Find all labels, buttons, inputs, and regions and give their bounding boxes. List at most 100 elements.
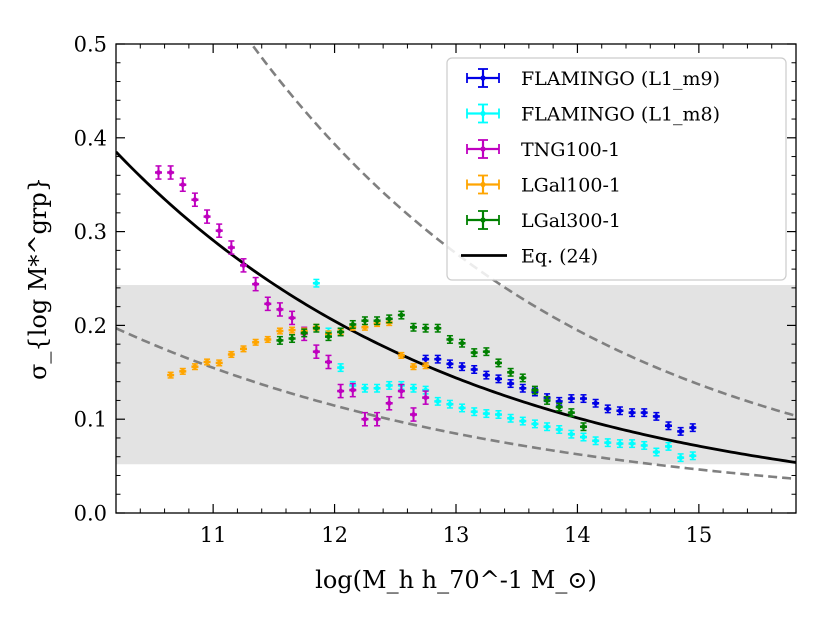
marker-lgal300-1 — [581, 424, 586, 430]
marker-tng100-1 — [326, 359, 331, 365]
curve-eq-24 — [116, 150, 796, 464]
marker-flamingo-l1-m8 — [690, 453, 696, 459]
point-flamingo-l1-m8 — [519, 416, 527, 426]
point-flamingo-l1-m9 — [446, 359, 454, 369]
point-flamingo-l1-m9 — [507, 379, 515, 389]
legend-label: Eq. (24) — [521, 246, 598, 268]
marker-lgal300-1 — [338, 329, 344, 335]
point-lgal300-1 — [373, 316, 381, 326]
marker-lgal300-1 — [289, 336, 295, 341]
marker-flamingo-l1-m8 — [678, 455, 684, 461]
point-flamingo-l1-m8 — [410, 383, 417, 393]
point-lgal300-1 — [337, 327, 345, 337]
point-lgal100-1 — [397, 351, 405, 359]
x-axis-label: log(M_h h_70^-1 M_⊙) — [315, 566, 597, 594]
y-tick-label: 0.1 — [74, 408, 107, 432]
marker-lgal300-1 — [326, 334, 331, 340]
point-lgal300-1 — [288, 334, 296, 344]
marker-tng100-1 — [338, 388, 344, 394]
legend-item: FLAMINGO (L1_m9) — [466, 68, 720, 90]
marker-flamingo-l1-m8 — [496, 412, 501, 417]
x-tick-label: 14 — [564, 523, 591, 547]
legend-swatch-marker — [480, 181, 486, 188]
legend-label: FLAMINGO (L1_m8) — [521, 104, 720, 126]
marker-flamingo-l1-m8 — [374, 385, 380, 391]
marker-tng100-1 — [253, 281, 259, 287]
marker-lgal300-1 — [520, 375, 526, 381]
marker-lgal100-1 — [192, 364, 198, 370]
marker-lgal100-1 — [277, 328, 283, 334]
marker-lgal300-1 — [362, 318, 368, 324]
point-flamingo-l1-m8 — [470, 407, 478, 417]
legend-swatch-marker — [480, 75, 486, 81]
point-lgal100-1 — [167, 371, 175, 379]
point-flamingo-l1-m8 — [434, 396, 442, 406]
point-tng100-1 — [215, 223, 223, 238]
point-tng100-1 — [349, 382, 357, 398]
point-tng100-1 — [312, 344, 320, 359]
point-flamingo-l1-m9 — [580, 394, 587, 404]
point-lgal300-1 — [519, 373, 527, 383]
marker-lgal100-1 — [398, 353, 404, 358]
point-tng100-1 — [191, 192, 199, 208]
point-flamingo-l1-m9 — [458, 362, 466, 372]
point-flamingo-l1-m8 — [495, 410, 502, 420]
marker-flamingo-l1-m8 — [483, 411, 489, 416]
point-lgal300-1 — [434, 323, 442, 333]
point-flamingo-l1-m9 — [628, 408, 636, 418]
point-tng100-1 — [410, 407, 417, 422]
marker-flamingo-l1-m9 — [435, 356, 441, 362]
point-lgal300-1 — [397, 310, 405, 320]
marker-flamingo-l1-m9 — [593, 400, 599, 406]
point-flamingo-l1-m8 — [312, 278, 320, 288]
legend-label: LGal100-1 — [521, 175, 621, 197]
marker-lgal100-1 — [423, 363, 429, 369]
legend-item: TNG100-1 — [466, 139, 620, 161]
marker-flamingo-l1-m8 — [508, 415, 514, 421]
point-flamingo-l1-m8 — [604, 438, 612, 448]
point-lgal100-1 — [264, 335, 272, 344]
point-flamingo-l1-m8 — [543, 422, 551, 432]
point-flamingo-l1-m9 — [616, 406, 624, 416]
marker-tng100-1 — [180, 182, 186, 188]
marker-tng100-1 — [350, 387, 356, 393]
point-flamingo-l1-m8 — [689, 451, 697, 461]
point-flamingo-l1-m9 — [604, 404, 612, 414]
legend-item: LGal100-1 — [466, 175, 621, 197]
marker-flamingo-l1-m9 — [617, 408, 623, 414]
marker-lgal100-1 — [411, 364, 416, 370]
marker-flamingo-l1-m9 — [678, 428, 684, 434]
marker-tng100-1 — [386, 400, 392, 406]
point-flamingo-l1-m8 — [361, 383, 369, 393]
legend-swatch-marker — [480, 217, 486, 223]
curve-upper-envelope — [249, 44, 796, 418]
point-flamingo-l1-m8 — [665, 441, 672, 451]
point-lgal300-1 — [312, 323, 320, 333]
marker-lgal300-1 — [277, 338, 283, 343]
marker-lgal100-1 — [180, 368, 186, 374]
point-lgal300-1 — [458, 338, 466, 348]
point-flamingo-l1-m9 — [677, 426, 685, 436]
point-lgal300-1 — [470, 348, 478, 358]
point-tng100-1 — [385, 395, 393, 411]
point-flamingo-l1-m9 — [665, 421, 672, 431]
marker-flamingo-l1-m9 — [653, 413, 659, 419]
legend-item: Eq. (24) — [461, 246, 598, 268]
marker-lgal300-1 — [350, 322, 356, 327]
marker-lgal100-1 — [216, 360, 222, 366]
marker-flamingo-l1-m8 — [617, 441, 623, 446]
point-tng100-1 — [397, 383, 405, 399]
point-tng100-1 — [155, 165, 162, 180]
point-lgal300-1 — [361, 316, 369, 326]
point-flamingo-l1-m8 — [677, 453, 685, 463]
marker-lgal100-1 — [265, 337, 271, 342]
marker-lgal100-1 — [362, 324, 368, 330]
point-flamingo-l1-m9 — [640, 408, 648, 418]
point-flamingo-l1-m8 — [567, 429, 575, 439]
point-flamingo-l1-m9 — [567, 394, 575, 404]
marker-lgal300-1 — [374, 318, 380, 324]
point-flamingo-l1-m9 — [592, 398, 600, 408]
marker-lgal300-1 — [301, 330, 307, 336]
marker-lgal300-1 — [568, 410, 574, 416]
